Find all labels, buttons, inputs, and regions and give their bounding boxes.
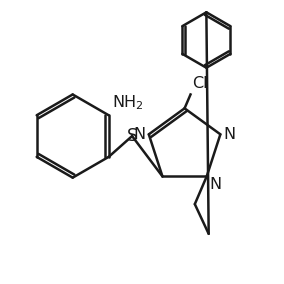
Text: Cl: Cl	[193, 76, 208, 91]
Text: N: N	[210, 178, 222, 192]
Text: NH$_2$: NH$_2$	[112, 94, 143, 112]
Text: N: N	[223, 127, 235, 142]
Text: S: S	[127, 127, 137, 145]
Text: N: N	[134, 127, 146, 142]
